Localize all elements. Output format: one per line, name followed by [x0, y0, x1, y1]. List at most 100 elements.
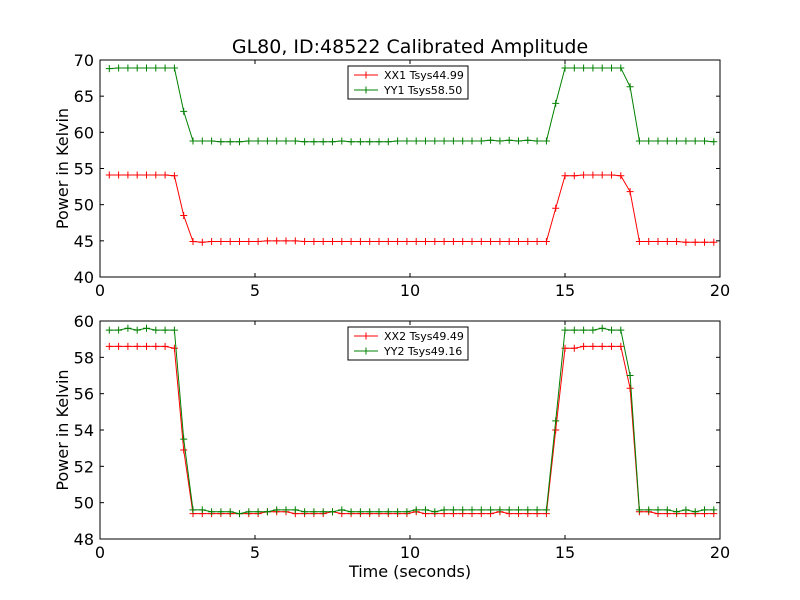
data-point	[273, 137, 281, 145]
data-point	[329, 238, 336, 246]
data-point	[105, 326, 113, 334]
y-tick-label: 55	[74, 160, 94, 179]
data-point	[208, 137, 216, 145]
data-point	[589, 326, 597, 334]
data-point	[273, 506, 281, 514]
data-point	[608, 342, 615, 350]
data-point	[124, 342, 132, 350]
data-point	[124, 64, 132, 72]
data-point	[608, 64, 615, 72]
data-point	[366, 238, 374, 246]
data-point	[496, 238, 504, 246]
data-point	[524, 136, 532, 144]
x-tick-label: 10	[400, 281, 420, 300]
data-point	[635, 238, 643, 246]
data-point	[412, 137, 420, 145]
data-point	[524, 238, 532, 246]
data-point	[440, 238, 448, 246]
data-point	[226, 508, 234, 516]
data-point	[552, 417, 560, 425]
y-tick-label: 45	[74, 232, 94, 251]
x-tick-label: 20	[710, 543, 730, 562]
data-point	[635, 137, 643, 145]
y-axis-label: Power in Kelvin	[53, 369, 72, 490]
y-tick-label: 65	[74, 87, 94, 106]
data-point	[180, 107, 188, 115]
data-point	[189, 238, 197, 246]
data-point	[375, 138, 383, 146]
data-point	[217, 508, 225, 516]
y-tick-label: 54	[74, 421, 94, 440]
data-point	[422, 506, 429, 514]
data-point	[570, 344, 578, 352]
legend-box	[347, 326, 469, 361]
x-tick-label: 10	[400, 543, 420, 562]
data-point	[561, 172, 569, 180]
data-point	[459, 137, 467, 145]
data-point	[654, 238, 662, 246]
data-point	[124, 171, 132, 179]
data-point	[115, 342, 123, 350]
data-point	[617, 326, 625, 334]
data-point	[496, 137, 504, 145]
y-tick-label: 48	[74, 530, 94, 549]
data-point	[580, 342, 588, 350]
data-point	[152, 342, 160, 350]
y-tick-label: 56	[74, 385, 94, 404]
data-point	[542, 506, 550, 514]
y-tick-label: 60	[74, 123, 94, 142]
data-point	[198, 137, 206, 145]
data-point	[170, 326, 178, 334]
data-point	[459, 238, 467, 246]
data-point	[347, 508, 355, 516]
y-tick-label: 70	[74, 51, 94, 70]
x-tick-label: 0	[95, 543, 105, 562]
data-point	[291, 137, 299, 145]
data-point	[403, 508, 411, 516]
y-tick-label: 58	[74, 348, 94, 367]
data-point	[673, 238, 681, 246]
data-point	[598, 324, 606, 332]
data-point	[356, 508, 364, 516]
data-point	[468, 506, 476, 514]
data-point	[449, 238, 457, 246]
data-point	[245, 238, 253, 246]
data-point	[598, 342, 606, 350]
y-tick-label: 50	[74, 196, 94, 215]
data-point	[254, 508, 262, 516]
data-point	[375, 238, 383, 246]
data-point	[682, 137, 690, 145]
x-tick-label: 5	[250, 543, 260, 562]
data-point	[189, 506, 197, 514]
legend-marker	[362, 332, 370, 340]
data-point	[589, 171, 597, 179]
data-point	[375, 508, 383, 516]
x-tick-label: 0	[95, 281, 105, 300]
data-point	[477, 506, 485, 514]
data-point	[626, 372, 634, 379]
data-point	[635, 506, 643, 514]
data-point	[449, 506, 457, 514]
x-tick-label: 15	[555, 543, 575, 562]
data-point	[245, 137, 253, 145]
data-point	[580, 326, 588, 334]
data-point	[673, 508, 681, 516]
data-point	[524, 506, 532, 514]
data-point	[394, 508, 402, 516]
data-point	[180, 435, 188, 443]
data-point	[570, 172, 578, 180]
data-point	[301, 238, 309, 246]
data-point	[468, 137, 476, 145]
data-point	[691, 508, 699, 516]
data-point	[403, 137, 411, 145]
data-point	[654, 137, 662, 145]
data-point	[505, 136, 513, 144]
data-point	[533, 238, 541, 246]
data-point	[570, 326, 578, 334]
data-point	[701, 506, 708, 514]
data-point	[440, 137, 448, 145]
data-point	[552, 204, 560, 212]
data-point	[226, 138, 234, 146]
y-tick-label: 52	[74, 457, 94, 476]
data-point	[310, 508, 318, 516]
